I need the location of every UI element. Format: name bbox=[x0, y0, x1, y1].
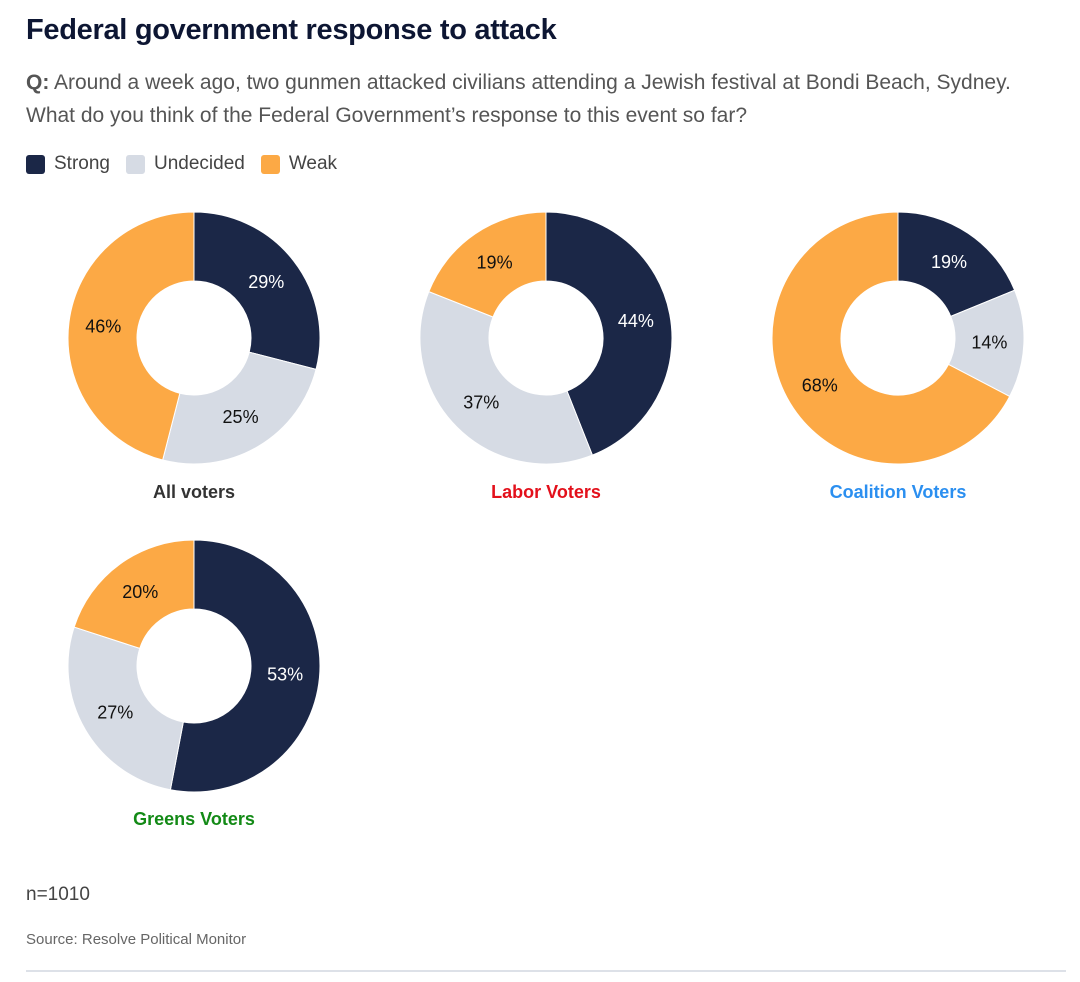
legend-label-undecided: Undecided bbox=[153, 153, 245, 174]
donut-title-greens-voters: Greens Voters bbox=[133, 809, 255, 829]
donut-slice-weak bbox=[67, 211, 195, 461]
question-text: Around a week ago, two gunmen attacked c… bbox=[26, 71, 1011, 127]
slice-label-strong: 19% bbox=[931, 252, 967, 272]
slice-label-undecided: 25% bbox=[223, 407, 259, 427]
slice-label-undecided: 27% bbox=[97, 703, 133, 723]
donut-coalition-voters: 19% 14% 68% bbox=[771, 211, 1025, 465]
slice-label-undecided: 37% bbox=[463, 393, 499, 413]
donut-slice-undecided bbox=[67, 626, 184, 791]
donut-slice-undecided bbox=[162, 351, 317, 465]
slice-label-weak: 19% bbox=[477, 252, 513, 272]
donut-slice-weak bbox=[73, 539, 195, 650]
legend-label-weak: Weak bbox=[288, 153, 338, 174]
survey-question: Q: Around a week ago, two gunmen attacke… bbox=[26, 66, 1056, 132]
slice-label-strong: 44% bbox=[618, 311, 654, 331]
legend-swatch-weak bbox=[260, 154, 280, 174]
donut-slice-weak bbox=[428, 211, 547, 318]
legend-item-undecided: Undecided bbox=[125, 153, 245, 175]
donut-title-coalition-voters: Coalition Voters bbox=[829, 482, 967, 502]
donut-all-voters: 29% 25% 46% bbox=[67, 211, 321, 465]
legend-swatch-strong bbox=[26, 154, 45, 174]
legend-item-strong: Strong bbox=[26, 153, 110, 175]
donut-slice-strong bbox=[193, 211, 321, 370]
donut-title-all-voters: All voters bbox=[152, 482, 236, 502]
donut-title-labor-voters: Labor Voters bbox=[491, 482, 601, 502]
donut-slice-strong bbox=[897, 211, 1016, 318]
legend-swatch-undecided bbox=[125, 154, 145, 174]
donut-slice-undecided bbox=[419, 290, 594, 465]
source-note: Source: Resolve Political Monitor bbox=[26, 931, 247, 948]
chart-title: Federal government response to attack bbox=[26, 14, 557, 46]
legend-label-strong: Strong bbox=[54, 153, 110, 174]
slice-label-undecided: 14% bbox=[971, 332, 1007, 352]
slice-label-weak: 68% bbox=[802, 375, 838, 395]
question-prefix: Q: bbox=[26, 71, 50, 94]
donut-slice-strong bbox=[545, 211, 673, 456]
footer-divider bbox=[26, 970, 1066, 972]
donut-labor-voters: 44% 37% 19% bbox=[419, 211, 673, 465]
slice-label-weak: 46% bbox=[85, 317, 121, 337]
slice-label-weak: 20% bbox=[122, 582, 158, 602]
donut-slice-weak bbox=[771, 211, 1011, 465]
donut-greens-voters: 53% 27% 20% bbox=[67, 539, 321, 793]
legend: Strong Undecided Weak bbox=[26, 153, 353, 175]
sample-size: n=1010 bbox=[26, 884, 90, 905]
donut-slice-strong bbox=[169, 539, 321, 793]
legend-item-weak: Weak bbox=[260, 153, 338, 175]
slice-label-strong: 29% bbox=[248, 272, 284, 292]
slice-label-strong: 53% bbox=[267, 665, 303, 685]
